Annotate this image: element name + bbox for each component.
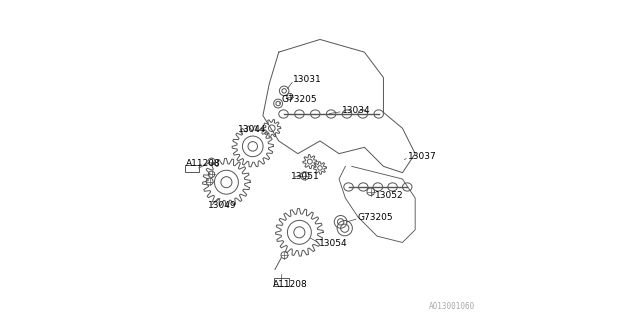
Text: 13034: 13034: [342, 106, 371, 115]
Text: 13031: 13031: [293, 75, 322, 84]
Text: 13049: 13049: [209, 202, 237, 211]
Text: 13044: 13044: [237, 125, 266, 134]
Text: 13051: 13051: [291, 172, 319, 181]
Text: A11208: A11208: [273, 280, 308, 289]
Text: G73205: G73205: [282, 95, 317, 104]
Text: 13052: 13052: [374, 191, 403, 200]
Text: A11208: A11208: [186, 159, 221, 168]
Text: G73205: G73205: [357, 213, 393, 222]
Text: A013001060: A013001060: [429, 302, 475, 311]
Text: 13037: 13037: [408, 152, 437, 161]
Text: 13054: 13054: [319, 239, 348, 248]
